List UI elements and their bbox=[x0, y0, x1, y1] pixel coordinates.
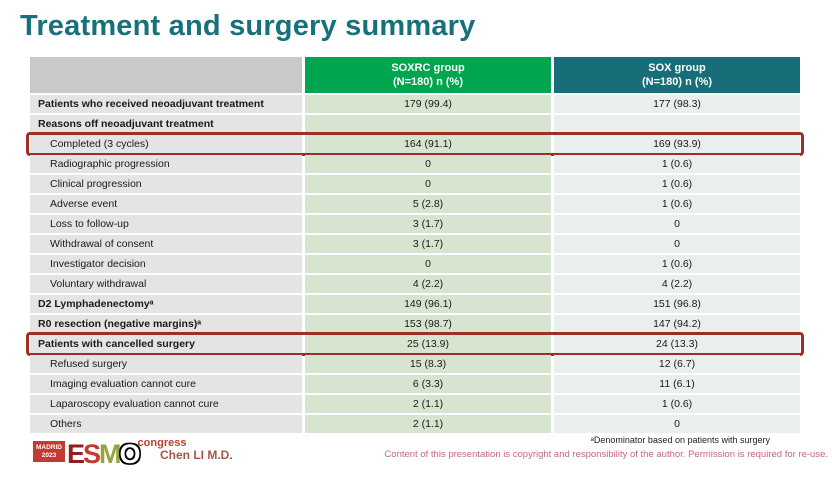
table-row: Investigator decision 0 1 (0.6) bbox=[30, 255, 800, 273]
table-body: Patients who received neoadjuvant treatm… bbox=[26, 95, 804, 433]
sox-group-name: SOX group bbox=[648, 61, 706, 74]
page-title: Treatment and surgery summary bbox=[20, 10, 476, 42]
table-row: Imaging evaluation cannot cure 6 (3.3) 11 … bbox=[30, 375, 800, 393]
esmo-letter-o: O bbox=[119, 439, 141, 470]
sox-value bbox=[554, 115, 800, 133]
esmo-letter-m: M bbox=[99, 439, 121, 470]
row-label: Voluntary withdrawal bbox=[30, 275, 302, 293]
sox-value: 147 (94.2) bbox=[554, 315, 800, 333]
table-row: Withdrawal of consent 3 (1.7) 0 bbox=[30, 235, 800, 253]
table-row: Loss to follow-up 3 (1.7) 0 bbox=[30, 215, 800, 233]
sox-value: 12 (6.7) bbox=[554, 355, 800, 373]
sox-group-n: (N=180) n (%) bbox=[642, 76, 712, 88]
soxrc-value: 0 bbox=[305, 155, 551, 173]
soxrc-value: 149 (96.1) bbox=[305, 295, 551, 313]
row-label: Imaging evaluation cannot cure bbox=[30, 375, 302, 393]
sox-value: 0 bbox=[554, 215, 800, 233]
row-label: Radiographic progression bbox=[30, 155, 302, 173]
sox-value: 24 (13.3) bbox=[554, 335, 800, 353]
row-label: Refused surgery bbox=[30, 355, 302, 373]
sox-value: 0 bbox=[554, 415, 800, 433]
row-label: Clinical progression bbox=[30, 175, 302, 193]
sox-value: 1 (0.6) bbox=[554, 155, 800, 173]
table-row: Reasons off neoadjuvant treatment bbox=[30, 115, 800, 133]
sox-value: 151 (96.8) bbox=[554, 295, 800, 313]
table-row: Patients who received neoadjuvant treatm… bbox=[30, 95, 800, 113]
madrid-2023-badge: MADRID 2023 bbox=[33, 441, 65, 462]
row-label: Patients with cancelled surgery bbox=[30, 335, 302, 353]
row-label: Laparoscopy evaluation cannot cure bbox=[30, 395, 302, 413]
denominator-footnote: ᵃDenominator based on patients with surg… bbox=[590, 435, 770, 445]
soxrc-value: 25 (13.9) bbox=[305, 335, 551, 353]
summary-table: SOXRC group (N=180) n (%) SOX group (N=1… bbox=[26, 57, 804, 435]
sox-value: 169 (93.9) bbox=[554, 135, 800, 153]
table-row: Laparoscopy evaluation cannot cure 2 (1.1… bbox=[30, 395, 800, 413]
soxrc-value bbox=[305, 115, 551, 133]
soxrc-value: 0 bbox=[305, 255, 551, 273]
soxrc-value: 0 bbox=[305, 175, 551, 193]
header-sox-group: SOX group (N=180) n (%) bbox=[554, 57, 800, 93]
soxrc-group-n: (N=180) n (%) bbox=[393, 76, 463, 88]
table-row: Adverse event 5 (2.8) 1 (0.6) bbox=[30, 195, 800, 213]
sox-value: 4 (2.2) bbox=[554, 275, 800, 293]
soxrc-value: 5 (2.8) bbox=[305, 195, 551, 213]
madrid-label: MADRID bbox=[36, 444, 62, 452]
table-row: Radiographic progression 0 1 (0.6) bbox=[30, 155, 800, 173]
table-header: SOXRC group (N=180) n (%) SOX group (N=1… bbox=[30, 57, 800, 93]
esmo-letter-e: E bbox=[67, 439, 85, 470]
sox-value: 1 (0.6) bbox=[554, 395, 800, 413]
soxrc-value: 153 (98.7) bbox=[305, 315, 551, 333]
soxrc-value: 179 (99.4) bbox=[305, 95, 551, 113]
row-label: Patients who received neoadjuvant treatm… bbox=[30, 95, 302, 113]
esmo-congress-logo: MADRID 2023 ESMO congress bbox=[33, 437, 187, 468]
soxrc-value: 2 (1.1) bbox=[305, 415, 551, 433]
year-label: 2023 bbox=[41, 451, 57, 459]
row-label: Reasons off neoadjuvant treatment bbox=[30, 115, 302, 133]
soxrc-group-name: SOXRC group bbox=[391, 61, 465, 74]
sox-value: 0 bbox=[554, 235, 800, 253]
soxrc-value: 15 (8.3) bbox=[305, 355, 551, 373]
table-row: R0 resection (negative margins)ᵃ 153 (98.… bbox=[30, 315, 800, 333]
header-soxrc-group: SOXRC group (N=180) n (%) bbox=[305, 57, 551, 93]
soxrc-value: 3 (1.7) bbox=[305, 215, 551, 233]
table-row: Refused surgery 15 (8.3) 12 (6.7) bbox=[30, 355, 800, 373]
table-row: Completed (3 cycles) 164 (91.1) 169 (93.9) bbox=[26, 132, 804, 156]
row-label: Completed (3 cycles) bbox=[30, 135, 302, 153]
sox-value: 11 (6.1) bbox=[554, 375, 800, 393]
sox-value: 1 (0.6) bbox=[554, 195, 800, 213]
author-name: Chen LI M.D. bbox=[160, 448, 233, 462]
row-label: Withdrawal of consent bbox=[30, 235, 302, 253]
row-label: Loss to follow-up bbox=[30, 215, 302, 233]
soxrc-value: 4 (2.2) bbox=[305, 275, 551, 293]
footer: MADRID 2023 ESMO congress Chen LI M.D. ᵃ… bbox=[0, 433, 832, 478]
row-label: Investigator decision bbox=[30, 255, 302, 273]
row-label: R0 resection (negative margins)ᵃ bbox=[30, 315, 302, 333]
sox-value: 1 (0.6) bbox=[554, 255, 800, 273]
row-label: Adverse event bbox=[30, 195, 302, 213]
soxrc-value: 2 (1.1) bbox=[305, 395, 551, 413]
esmo-letter-s: S bbox=[83, 439, 101, 470]
table-row: Clinical progression 0 1 (0.6) bbox=[30, 175, 800, 193]
row-label: D2 Lymphadenectomyᵃ bbox=[30, 295, 302, 313]
header-label-column bbox=[30, 57, 302, 93]
sox-value: 1 (0.6) bbox=[554, 175, 800, 193]
esmo-wordmark: ESMO bbox=[67, 441, 141, 468]
congress-label: congress bbox=[137, 437, 187, 449]
table-row: Patients with cancelled surgery 25 (13.9)… bbox=[26, 332, 804, 356]
table-row: Others 2 (1.1) 0 bbox=[30, 415, 800, 433]
row-label: Others bbox=[30, 415, 302, 433]
soxrc-value: 164 (91.1) bbox=[305, 135, 551, 153]
table-row: Voluntary withdrawal 4 (2.2) 4 (2.2) bbox=[30, 275, 800, 293]
soxrc-value: 6 (3.3) bbox=[305, 375, 551, 393]
sox-value: 177 (98.3) bbox=[554, 95, 800, 113]
soxrc-value: 3 (1.7) bbox=[305, 235, 551, 253]
table-row: D2 Lymphadenectomyᵃ 149 (96.1) 151 (96.8) bbox=[30, 295, 800, 313]
copyright-notice: Content of this presentation is copyrigh… bbox=[384, 449, 828, 460]
